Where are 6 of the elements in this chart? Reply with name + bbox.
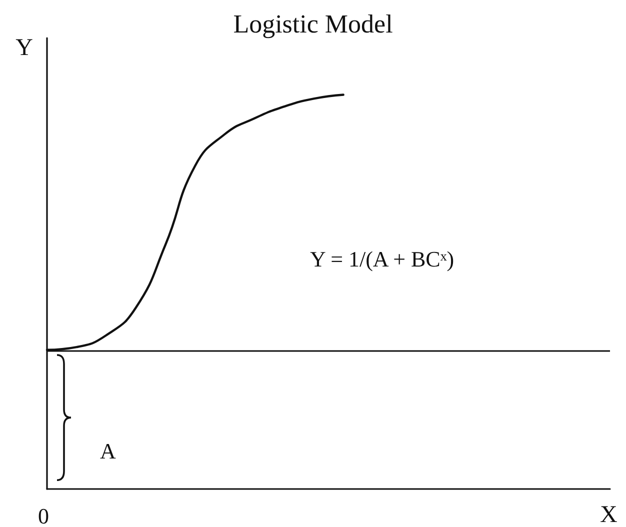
chart-title: Logistic Model — [233, 10, 393, 38]
annotation: Y = 1/(A + BCˣ) — [310, 246, 454, 272]
y-axis-title: Y — [16, 35, 33, 61]
x-axis-title: X — [600, 502, 618, 527]
text: 0 — [38, 504, 49, 527]
annotation: A — [100, 438, 116, 464]
